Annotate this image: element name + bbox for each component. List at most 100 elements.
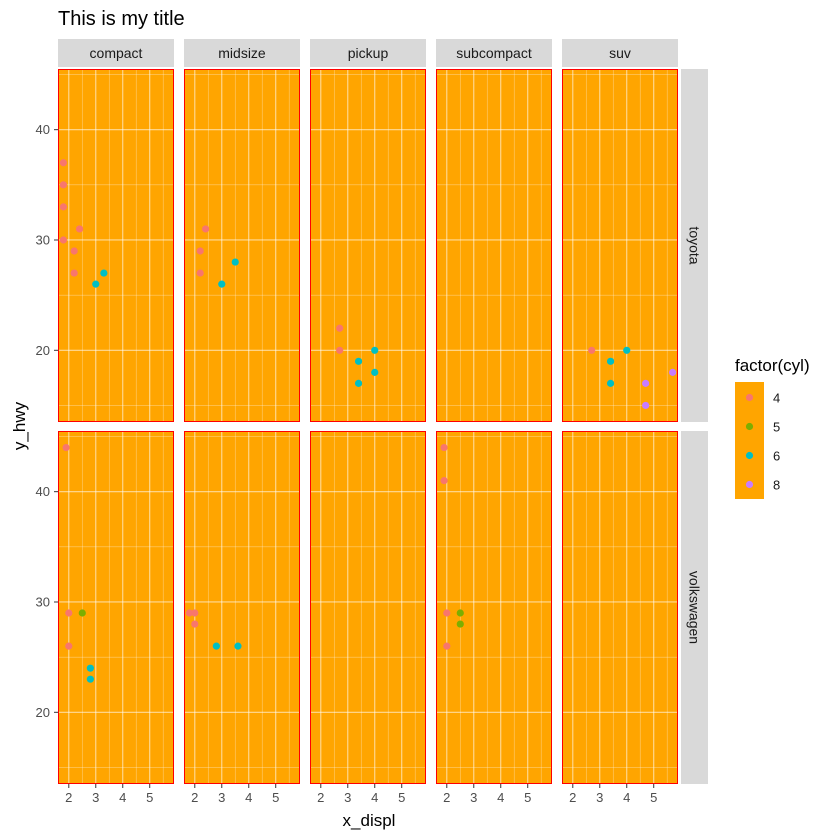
point-cyl-4 bbox=[75, 225, 84, 233]
point-cyl-4 bbox=[336, 346, 344, 354]
panel-toyota-compact bbox=[58, 69, 174, 422]
panel-volkswagen-pickup bbox=[310, 431, 426, 784]
panel-background bbox=[58, 69, 174, 422]
y-tick-label: 40 bbox=[36, 122, 50, 137]
point-cyl-5 bbox=[456, 620, 464, 628]
point-cyl-6 bbox=[86, 664, 94, 672]
point-cyl-4 bbox=[443, 642, 451, 650]
strip-label-pickup: pickup bbox=[348, 45, 389, 61]
panel-background bbox=[184, 69, 300, 422]
panel-border bbox=[184, 69, 300, 422]
y-tick-label: 20 bbox=[36, 343, 50, 358]
x-tick-label: 5 bbox=[146, 790, 153, 805]
point-cyl-4 bbox=[440, 477, 448, 485]
x-tick-label: 2 bbox=[317, 790, 324, 805]
point-cyl-4 bbox=[440, 443, 448, 452]
point-cyl-6 bbox=[218, 280, 226, 288]
strip-subcompact bbox=[436, 39, 552, 67]
strip-label-suv: suv bbox=[609, 45, 631, 61]
panel-background bbox=[436, 69, 552, 422]
x-tick-label: 3 bbox=[344, 790, 351, 805]
point-cyl-4 bbox=[196, 269, 204, 277]
panel-border bbox=[562, 431, 678, 784]
point-cyl-4 bbox=[70, 269, 78, 277]
point-cyl-5 bbox=[456, 609, 464, 617]
point-cyl-4 bbox=[65, 609, 73, 617]
panel-volkswagen-subcompact bbox=[436, 431, 552, 784]
point-cyl-6 bbox=[212, 642, 220, 650]
point-cyl-4 bbox=[185, 609, 193, 617]
point-cyl-4 bbox=[59, 236, 67, 244]
panel-background bbox=[562, 69, 678, 422]
point-cyl-4 bbox=[196, 247, 204, 255]
x-tick-label: 5 bbox=[524, 790, 531, 805]
point-cyl-4 bbox=[62, 443, 70, 452]
strip-label-volkswagen: volkswagen bbox=[687, 571, 703, 644]
point-cyl-6 bbox=[234, 642, 242, 650]
y-tick-label: 20 bbox=[36, 705, 50, 720]
legend-label-4: 4 bbox=[773, 391, 780, 406]
x-tick-label: 5 bbox=[272, 790, 279, 805]
point-cyl-4 bbox=[191, 620, 199, 628]
strip-pickup bbox=[310, 39, 426, 67]
legend-label-8: 8 bbox=[773, 478, 780, 493]
legend: factor(cyl) 4 5 6 8 bbox=[735, 356, 810, 499]
x-tick-label: 4 bbox=[497, 790, 504, 805]
panel-background bbox=[184, 431, 300, 784]
x-tick-label: 4 bbox=[371, 790, 378, 805]
panel-border bbox=[310, 431, 426, 784]
x-tick-label: 2 bbox=[443, 790, 450, 805]
panel-border bbox=[562, 69, 678, 422]
legend-label-5: 5 bbox=[773, 420, 780, 435]
point-cyl-6 bbox=[92, 280, 100, 288]
panel-border bbox=[58, 431, 174, 784]
strip-label-midsize: midsize bbox=[218, 45, 266, 61]
x-tick-label: 3 bbox=[92, 790, 99, 805]
panel-background bbox=[310, 431, 426, 784]
legend-key-6 bbox=[745, 451, 754, 460]
x-tick-label: 3 bbox=[596, 790, 603, 805]
point-cyl-4 bbox=[70, 247, 78, 255]
x-tick-label: 2 bbox=[569, 790, 576, 805]
chart-title: This is my title bbox=[58, 8, 185, 30]
x-axis-ticks: 2 3 4 5 2 3 4 5 2 3 4 5 2 3 4 5 2 3 4 5 bbox=[65, 784, 657, 805]
point-cyl-6 bbox=[371, 346, 379, 354]
x-tick-label: 4 bbox=[245, 790, 252, 805]
y-tick-label: 40 bbox=[36, 484, 50, 499]
point-cyl-8 bbox=[669, 368, 677, 376]
legend-keys-background bbox=[735, 382, 764, 499]
x-tick-label: 5 bbox=[650, 790, 657, 805]
legend-key-5 bbox=[745, 422, 754, 431]
strip-label-toyota: toyota bbox=[687, 226, 703, 264]
y-axis-title: y_hwy bbox=[10, 401, 29, 450]
point-cyl-4 bbox=[443, 609, 451, 617]
point-cyl-6 bbox=[231, 258, 239, 266]
strip-toyota bbox=[681, 69, 708, 422]
panel-toyota-pickup bbox=[310, 69, 426, 422]
x-tick-label: 4 bbox=[623, 790, 630, 805]
point-cyl-6 bbox=[354, 379, 363, 387]
panel-border bbox=[436, 69, 552, 422]
point-cyl-8 bbox=[642, 401, 650, 410]
x-tick-label: 3 bbox=[218, 790, 225, 805]
point-cyl-4 bbox=[59, 203, 67, 211]
point-cyl-4 bbox=[59, 181, 67, 189]
point-cyl-6 bbox=[371, 368, 379, 376]
point-cyl-6 bbox=[606, 357, 615, 365]
y-tick-label: 30 bbox=[36, 594, 50, 609]
point-cyl-4 bbox=[201, 225, 210, 233]
point-cyl-6 bbox=[100, 269, 108, 277]
panel-border bbox=[310, 69, 426, 422]
point-cyl-4 bbox=[588, 346, 596, 354]
point-cyl-8 bbox=[642, 379, 650, 387]
x-tick-label: 2 bbox=[65, 790, 72, 805]
legend-key-4 bbox=[745, 393, 754, 402]
point-cyl-5 bbox=[78, 609, 86, 617]
legend-label-6: 6 bbox=[773, 449, 780, 464]
point-cyl-6 bbox=[623, 346, 631, 354]
strip-midsize bbox=[184, 39, 300, 67]
strip-label-compact: compact bbox=[90, 45, 143, 61]
panel-volkswagen-suv bbox=[562, 431, 678, 784]
panel-border bbox=[184, 431, 300, 784]
